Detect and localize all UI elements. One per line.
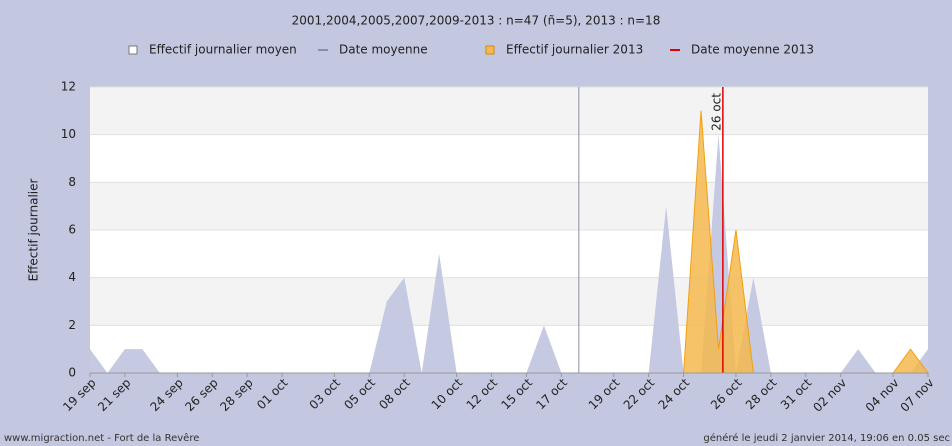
y-tick-label: 10 [61,127,76,141]
chart-title: 2001,2004,2005,2007,2009-2013 : n=47 (ñ=… [292,14,661,28]
legend-label: Date moyenne [339,43,428,57]
y-axis-label: Effectif journalier [27,179,41,282]
legend-label: Effectif journalier moyen [149,43,297,57]
footer-right: généré le jeudi 2 janvier 2014, 19:06 en… [703,432,950,444]
y-tick-label: 8 [68,175,76,189]
y-tick-label: 6 [68,223,76,237]
y-tick-label: 0 [68,366,76,380]
legend-swatch [128,45,138,55]
y-tick-label: 2 [68,318,76,332]
legend-label: Effectif journalier 2013 [506,43,643,57]
grid-band [90,182,928,230]
footer-left: www.migraction.net - Fort de la Revêre [4,432,199,444]
y-tick-label: 12 [61,80,76,94]
y-tick-label: 4 [68,270,76,284]
legend-label: Date moyenne 2013 [691,43,814,57]
grid-band [90,87,928,135]
mean-line-label: 26 oct [709,93,723,131]
grid-band [90,277,928,326]
area [90,134,928,373]
legend-swatch [485,45,495,55]
